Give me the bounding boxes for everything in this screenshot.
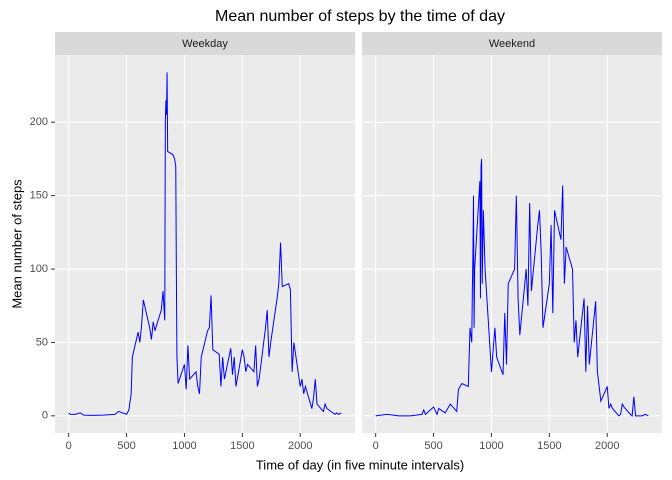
x-tick-label: 500 (424, 440, 442, 452)
strip (362, 32, 662, 55)
strip-label: Weekend (489, 38, 535, 50)
panel-background (55, 55, 355, 433)
x-tick-label: 1000 (172, 440, 196, 452)
y-tick-label: 0 (42, 410, 48, 422)
x-tick-label: 2000 (288, 440, 312, 452)
x-tick-label: 1000 (479, 440, 503, 452)
panel-background (362, 55, 662, 433)
chart-title: Mean number of steps by the time of day (215, 8, 505, 25)
y-tick-label: 150 (30, 190, 48, 202)
strip-label: Weekday (182, 38, 228, 50)
x-tick-label: 1500 (537, 440, 561, 452)
x-axis-label: Time of day (in five minute intervals) (256, 457, 464, 472)
data-line (375, 158, 649, 417)
x-tick-label: 0 (66, 440, 72, 452)
y-tick-label: 100 (30, 263, 48, 275)
strip (55, 32, 355, 55)
y-tick-label: 50 (36, 336, 48, 348)
y-tick-label: 200 (30, 116, 48, 128)
x-tick-label: 2000 (595, 440, 619, 452)
x-tick-label: 500 (117, 440, 135, 452)
y-axis-label: Mean number of steps (9, 179, 24, 309)
x-tick-label: 0 (373, 440, 379, 452)
x-tick-label: 1500 (230, 440, 254, 452)
data-line (68, 72, 342, 416)
